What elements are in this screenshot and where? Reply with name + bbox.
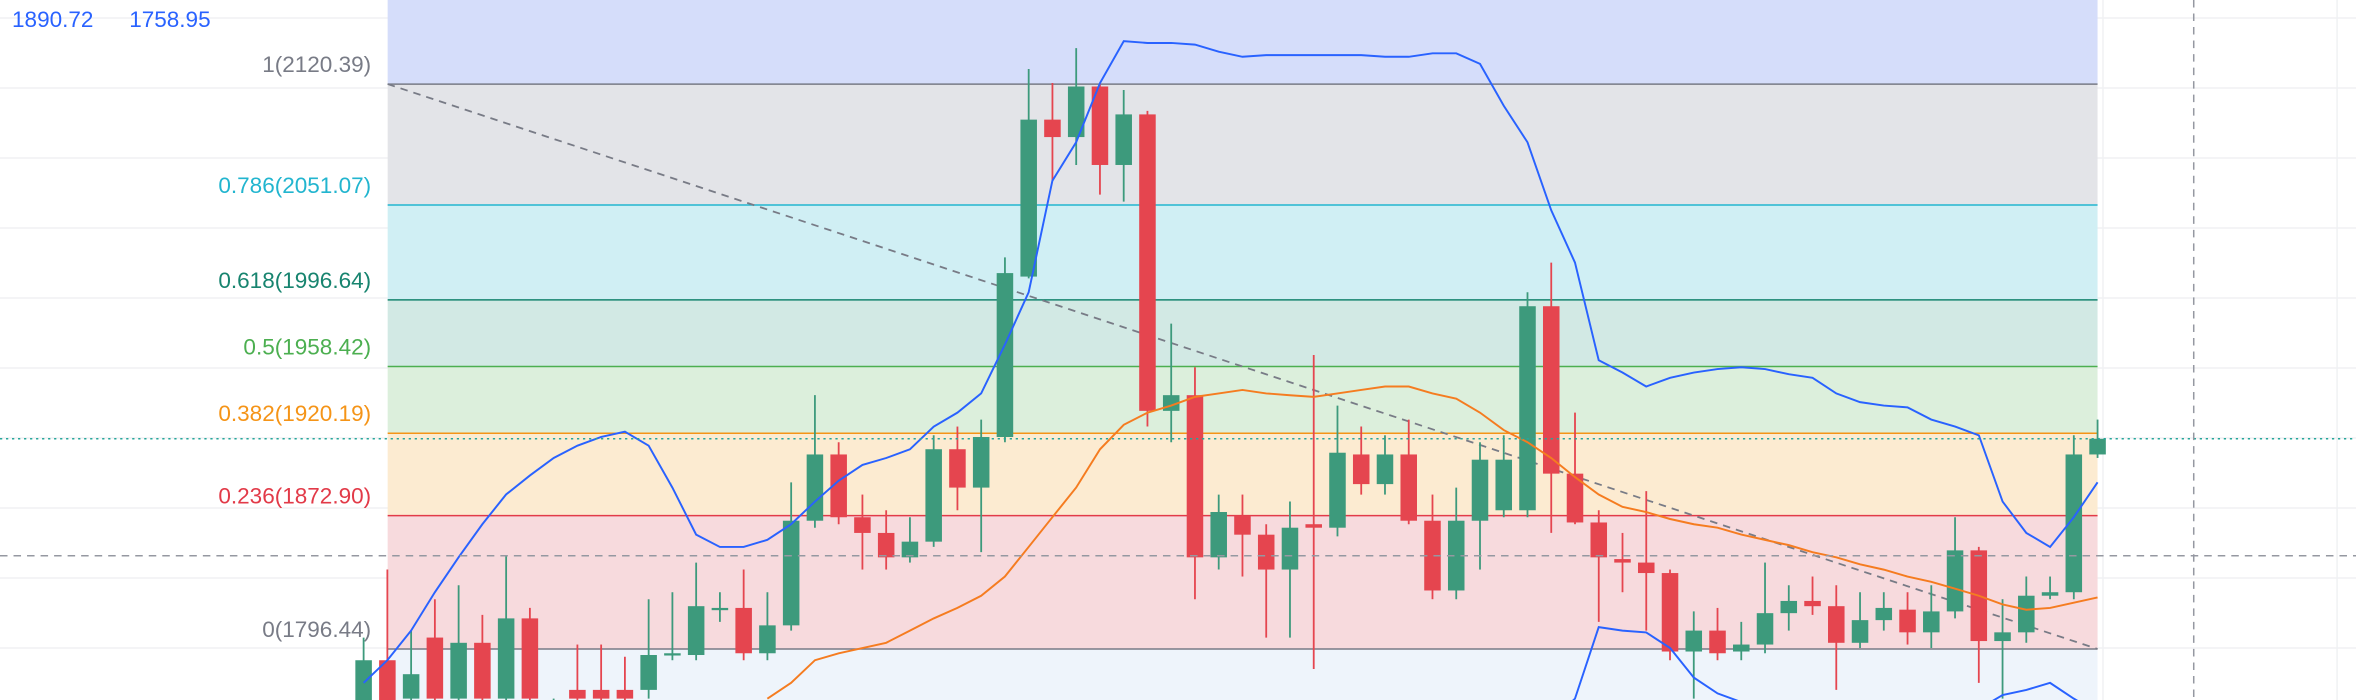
candle-body <box>474 642 491 699</box>
candle-body <box>2065 454 2083 593</box>
candle-body <box>1329 452 1346 528</box>
candle-body <box>1875 607 1893 621</box>
candle-body <box>521 618 539 699</box>
candle-body <box>2041 592 2059 596</box>
candle-body <box>1305 524 1322 528</box>
candle-body <box>687 606 705 656</box>
candle-body <box>1424 520 1441 591</box>
candle-body <box>1115 114 1132 165</box>
candle-body <box>616 689 634 699</box>
candle-body <box>1519 306 1536 511</box>
candle-body <box>901 541 919 558</box>
candle-body <box>1495 459 1513 511</box>
candle-body <box>1709 630 1726 654</box>
indicator-line <box>766 385 2098 700</box>
fib-band <box>387 84 2098 205</box>
candle-body <box>830 454 847 518</box>
candle-body <box>1994 632 2011 642</box>
candle-body <box>497 618 515 699</box>
fib-band <box>387 299 2098 367</box>
candle-body <box>355 660 372 700</box>
candle-body <box>592 689 610 699</box>
candle-body <box>1637 562 1655 574</box>
candle-body <box>1091 86 1109 165</box>
fib-level-label: 1(2120.39) <box>262 52 371 77</box>
candle-body <box>1590 522 1608 558</box>
legend-value: 1758.95 <box>129 7 210 32</box>
candle-body <box>854 517 871 533</box>
candle-body <box>1828 606 1845 643</box>
candle-body <box>1661 573 1679 652</box>
fib-band <box>387 204 2098 300</box>
candle-body <box>1614 559 1631 563</box>
fib-trend-line <box>387 83 2098 650</box>
candle-body <box>735 607 752 654</box>
candle-body <box>569 689 586 699</box>
candle-body <box>1400 454 1417 521</box>
fib-level-label: 0.786(2051.07) <box>218 173 371 198</box>
candle-body <box>1780 600 1798 614</box>
candle-body <box>1685 630 1703 652</box>
candle-body <box>1352 454 1370 485</box>
fib-level-label: 0.236(1872.90) <box>218 484 371 509</box>
candle-body <box>1899 609 1916 633</box>
candle-body <box>450 642 467 699</box>
fib-level-label: 0(1796.44) <box>262 617 371 642</box>
candle-body <box>949 449 966 488</box>
candle-body <box>402 674 420 699</box>
candle-body <box>1923 611 1940 633</box>
candle-body <box>1186 395 1204 558</box>
candle-body <box>996 273 1014 438</box>
candle-body <box>1756 613 1774 645</box>
candle-body <box>1139 114 1156 411</box>
candle-body <box>759 625 776 654</box>
candle-body <box>1946 550 1964 612</box>
candle-body <box>972 437 990 488</box>
candle-body <box>1566 473 1584 523</box>
candle-body <box>1067 86 1085 138</box>
legend-value: 1890.72 <box>12 7 93 32</box>
candle-body <box>1020 119 1037 277</box>
candle-body <box>2018 595 2035 633</box>
fib-level-label: 0.382(1920.19) <box>218 401 371 426</box>
candle-body <box>1471 459 1489 521</box>
candle-body <box>1044 119 1061 138</box>
candle-body <box>379 660 396 700</box>
fib-level-label: 0.618(1996.64) <box>218 268 371 293</box>
fib-fill-above <box>387 0 2098 85</box>
candle-body <box>426 637 444 699</box>
candle-body <box>2089 438 2106 455</box>
candle-body <box>1210 512 1227 558</box>
candle-body <box>1376 454 1394 485</box>
candle-body <box>1733 644 1750 652</box>
candle-body <box>711 607 729 611</box>
candle-body <box>1542 306 1560 474</box>
candle-body <box>1257 534 1275 570</box>
fib-level-label: 0.5(1958.42) <box>243 335 371 360</box>
candle-body <box>782 520 800 626</box>
indicator-line <box>1572 626 2079 700</box>
fib-band <box>387 366 2098 434</box>
indicator-line <box>362 40 2099 684</box>
candle-body <box>806 454 824 521</box>
candle-body <box>877 532 895 558</box>
candle-body <box>1447 520 1465 591</box>
candle-body <box>1851 620 1869 643</box>
candle-body <box>640 655 657 690</box>
candle-body <box>1804 600 1821 607</box>
candle-body <box>1281 527 1299 570</box>
candle-body <box>1234 515 1251 535</box>
candle-body <box>664 653 681 656</box>
candle-body <box>925 449 942 542</box>
